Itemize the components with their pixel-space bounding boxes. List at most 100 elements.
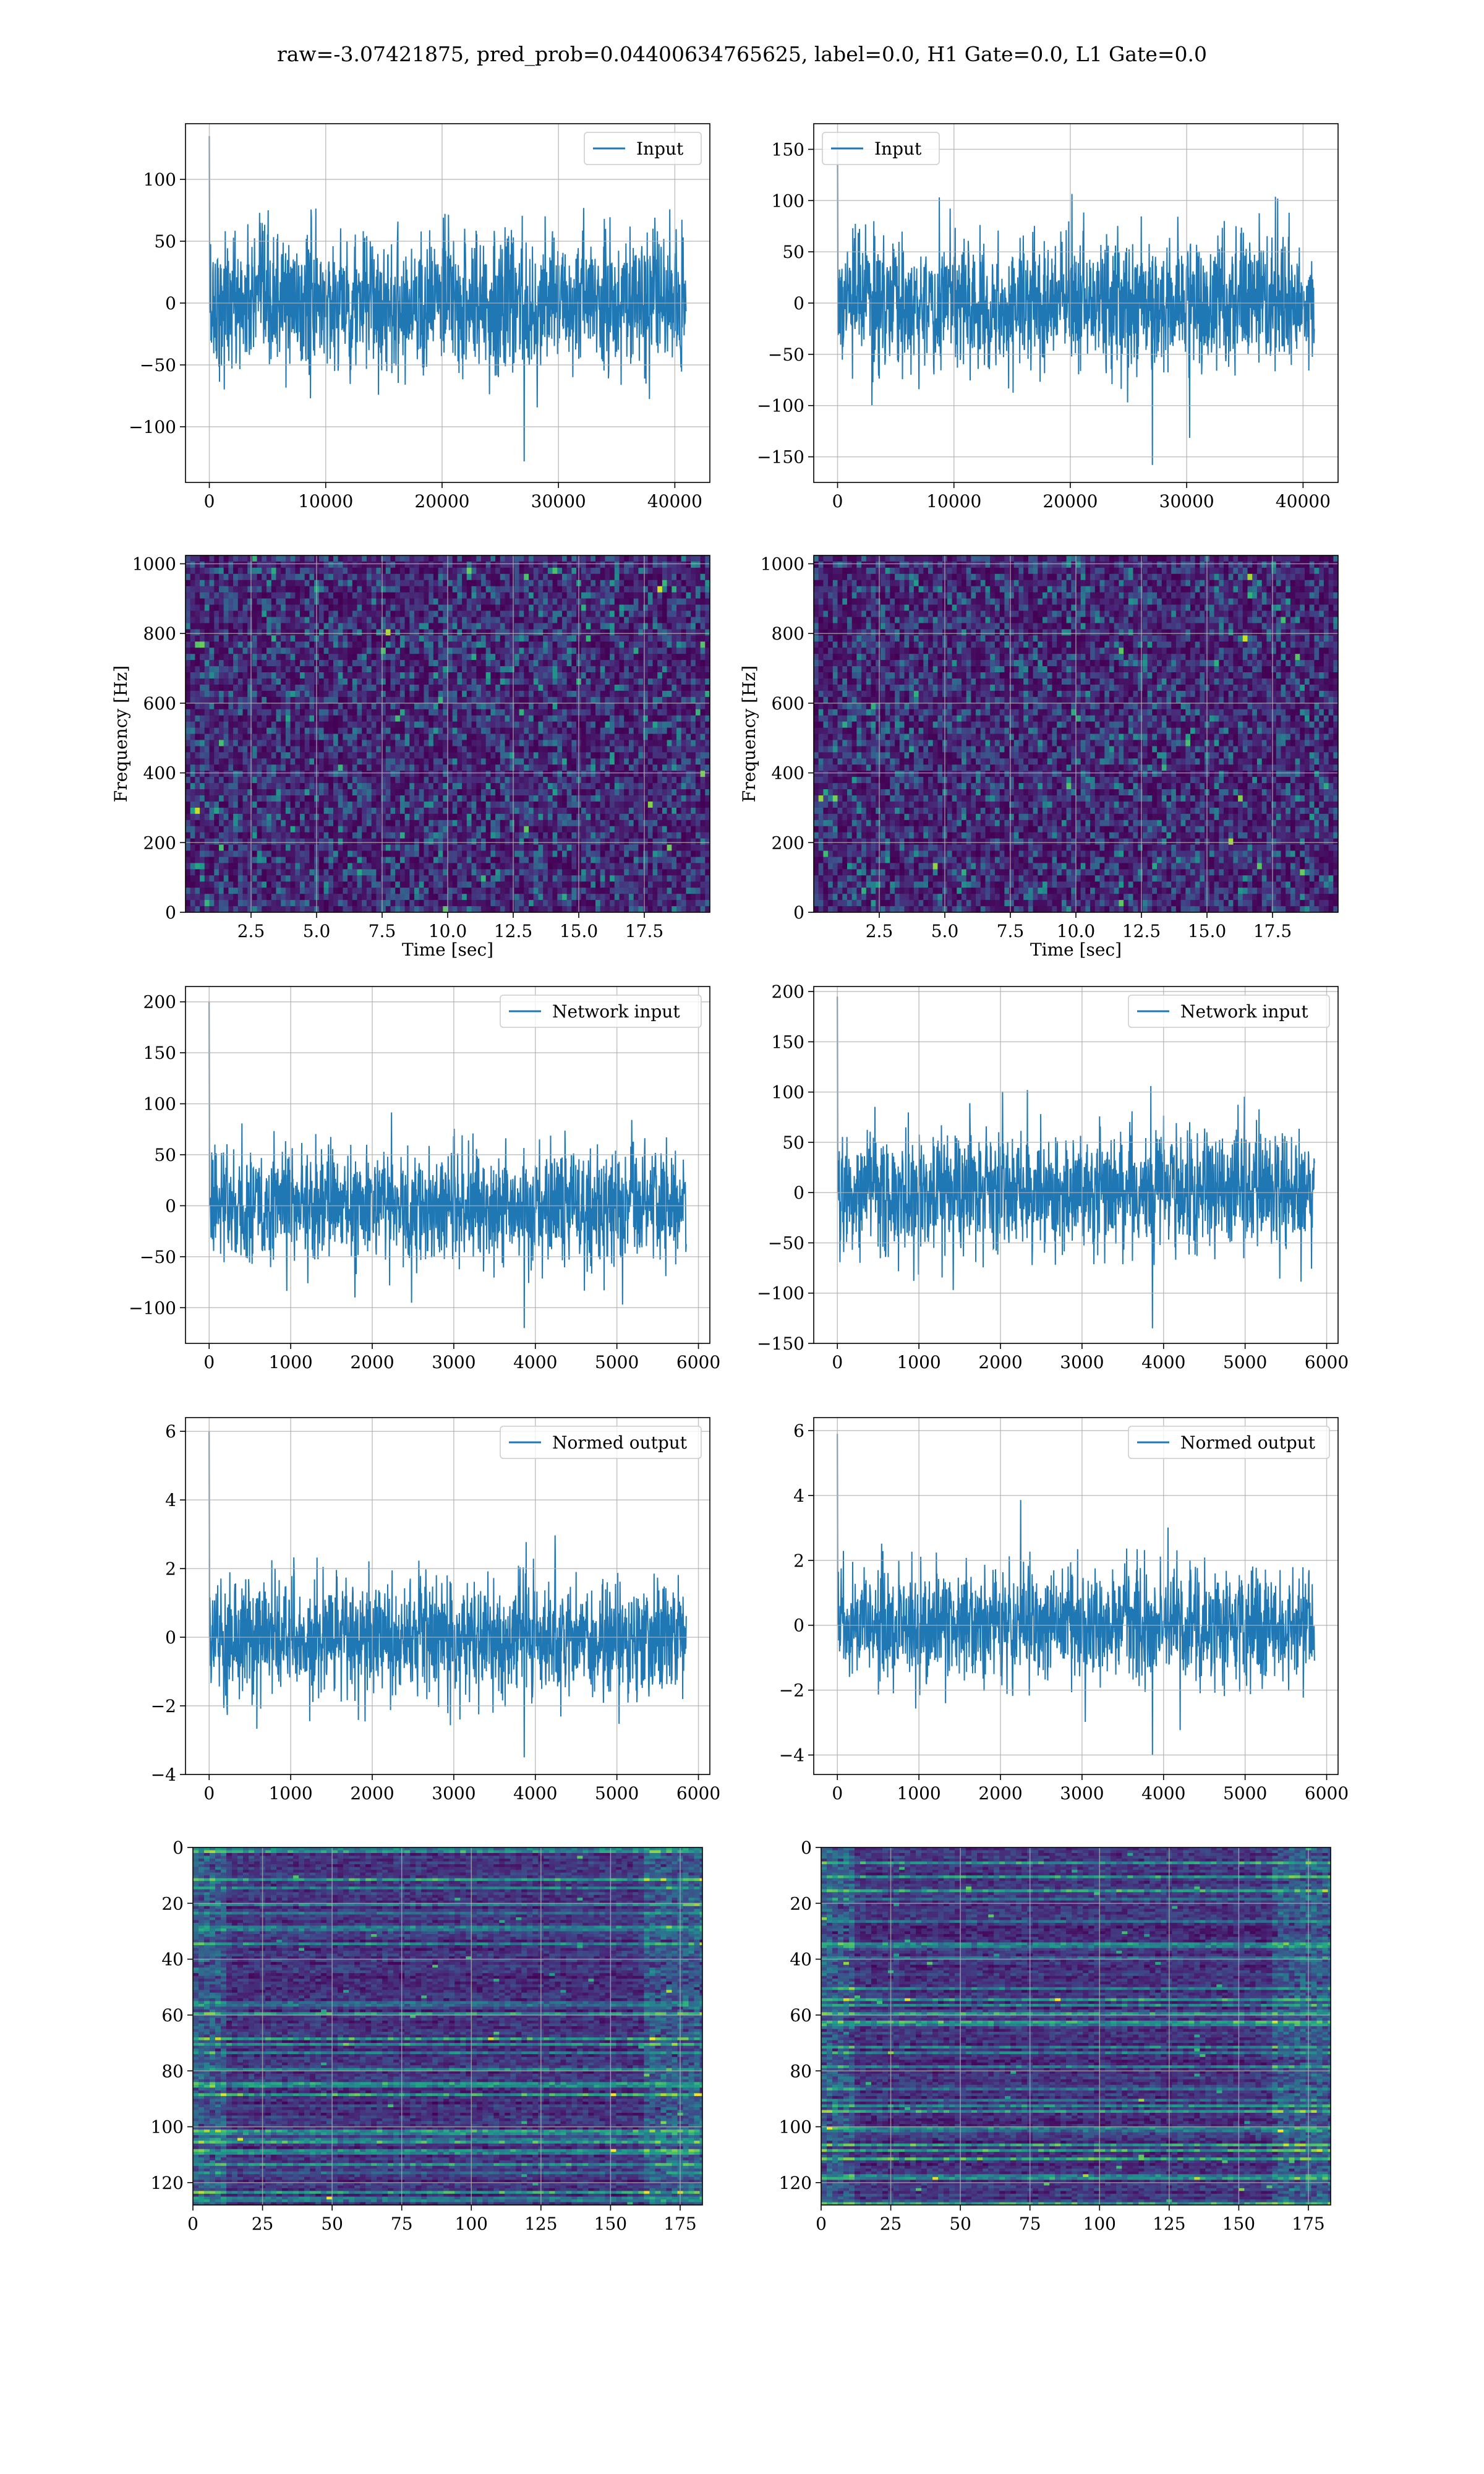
network-input-h1-ytick-label: 200 [143, 992, 176, 1012]
network-input-l1-xtick-label: 6000 [1305, 1352, 1349, 1372]
feature-map-l1-frame [821, 1847, 1331, 2206]
normed-output-l1-ytick-label: 0 [793, 1616, 804, 1636]
spectrogram-h1-grid [186, 555, 710, 912]
spectrogram-l1-cells [814, 555, 1338, 912]
input-l1-xtick-label: 0 [832, 491, 843, 511]
spectrogram-l1-xtick-label: 2.5 [866, 921, 893, 941]
spectrogram-h1-xtick-label: 7.5 [369, 921, 396, 941]
spectrogram-l1-grid [814, 555, 1338, 912]
network-input-l1-xtick-label: 2000 [978, 1352, 1022, 1372]
feature-map-l1-xtick-label: 25 [880, 2214, 902, 2234]
spectrogram-h1-ytick-label: 400 [143, 763, 176, 784]
network-input-h1-ytick-label: 150 [143, 1043, 176, 1063]
network-input-h1-ytick-label: −50 [140, 1247, 176, 1267]
input-h1-ytick-label: 0 [165, 293, 176, 314]
feature-map-h1-xtick-label: 175 [663, 2214, 696, 2234]
feature-map-l1-ytick-label: 80 [790, 2061, 812, 2081]
network-input-h1-xtick-label: 1000 [268, 1352, 312, 1372]
normed-output-h1-xtick-label: 4000 [513, 1783, 557, 1804]
normed-output-l1-series-line [837, 1434, 1315, 1755]
network-input-l1-frame [813, 986, 1339, 1344]
network-input-l1-xtick-label: 1000 [897, 1352, 940, 1372]
input-l1-legend: Input [822, 132, 940, 165]
spectrogram-h1-xtick-label: 17.5 [625, 921, 663, 941]
network-input-l1-ytick-label: 50 [782, 1132, 804, 1153]
network-input-l1-ytick-label: 100 [772, 1082, 804, 1103]
input-l1-ytick-label: −50 [768, 345, 804, 365]
feature-map-l1-ytick-label: 20 [790, 1893, 812, 1914]
input-h1-series-line [208, 135, 687, 462]
normed-output-h1-ytick-label: 0 [165, 1627, 176, 1648]
input-h1-ytick-label: −100 [129, 417, 176, 437]
spectrogram-l1-xlabel: Time [sec] [1030, 940, 1122, 960]
feature-map-l1-xtick-label: 75 [1019, 2214, 1041, 2234]
input-h1-grid [186, 124, 710, 482]
input-l1-grid [814, 124, 1338, 482]
feature-map-l1-xtick-label: 175 [1292, 2214, 1324, 2234]
network-input-l1-xtick-label: 4000 [1141, 1352, 1185, 1372]
feature-map-l1-axes: 0 25 50 75 100 125 150 175 0 20 40 60 80 100 120 [779, 1838, 1331, 2234]
input-h1-legend: Input [584, 132, 702, 165]
spectrogram-h1-ytick-label: 0 [165, 902, 176, 923]
input-h1-xtick-label: 30000 [531, 491, 586, 511]
input-l1-ytick-label: 150 [772, 139, 804, 160]
network-input-h1-xtick-label: 0 [203, 1352, 215, 1372]
normed-output-h1-frame [185, 1417, 710, 1775]
normed-output-l1-legend-label: Normed output [1180, 1432, 1316, 1453]
spectrogram-l1-xtick-label: 7.5 [997, 921, 1025, 941]
feature-map-h1-xtick-label: 150 [594, 2214, 627, 2234]
normed-output-l1-ytick-label: 4 [793, 1486, 804, 1506]
network-input-l1-ytick-label: −50 [768, 1233, 804, 1253]
normed-output-l1-xtick-label: 2000 [978, 1783, 1022, 1804]
feature-map-h1-ytick-label: 20 [161, 1893, 184, 1914]
feature-map-h1-ytick-label: 60 [161, 2005, 184, 2026]
network-input-l1-ytick-label: 0 [793, 1183, 804, 1203]
feature-map-h1-axes: 0 25 50 75 100 125 150 175 0 20 40 60 80 100 120 [151, 1838, 703, 2234]
network-input-l1-legend-label: Network input [1180, 1001, 1308, 1022]
network-input-h1-legend-label: Network input [552, 1001, 680, 1022]
spectrogram-l1-ytick-label: 0 [793, 902, 804, 923]
input-h1-xtick-label: 20000 [414, 491, 469, 511]
normed-output-h1-xtick-label: 5000 [595, 1783, 639, 1804]
normed-output-h1-xtick-label: 1000 [268, 1783, 312, 1804]
network-input-h1-series-line [208, 1001, 687, 1329]
normed-output-h1-ytick-label: −2 [151, 1696, 176, 1716]
spectrogram-l1-axes: 2.5 5.0 7.5 10.0 12.5 15.0 17.5 0 200 400 600 800 10… [739, 554, 1339, 960]
figure-title: raw=-3.07421875, pred_prob=0.04400634765… [0, 42, 1484, 66]
feature-map-h1-xtick-label: 100 [455, 2214, 488, 2234]
normed-output-l1-xtick-label: 5000 [1223, 1783, 1267, 1804]
spectrogram-l1-xtick-label: 15.0 [1188, 921, 1226, 941]
feature-map-h1-xtick-label: 125 [524, 2214, 557, 2234]
input-h1-ytick-label: 100 [143, 169, 176, 190]
input-h1-ytick-label: 50 [154, 231, 176, 252]
spectrogram-h1-xtick-label: 2.5 [237, 921, 265, 941]
spectrogram-h1-axes: 2.5 5.0 7.5 10.0 12.5 15.0 17.5 0 200 400 600 800 10… [111, 554, 710, 960]
spectrogram-h1-ytick-label: 600 [143, 693, 176, 714]
spectrogram-h1-ytick-label: 200 [143, 833, 176, 853]
input-l1-ytick-label: −100 [757, 396, 804, 416]
feature-map-l1-grid [821, 1847, 1331, 2205]
spectrogram-h1-xtick-label: 12.5 [494, 921, 532, 941]
normed-output-h1-axes: 0 1000 2000 3000 4000 5000 6000 −4 −2 0 2 4 6 Normed … [151, 1417, 720, 1804]
network-input-l1-xtick-label: 0 [832, 1352, 843, 1372]
network-input-h1-ytick-label: 0 [165, 1196, 176, 1216]
feature-map-l1-ytick-label: 60 [790, 2005, 812, 2026]
normed-output-h1-legend: Normed output [500, 1426, 702, 1459]
input-l1-legend-label: Input [874, 139, 922, 159]
normed-output-l1-ytick-label: 2 [793, 1551, 804, 1571]
input-l1-xtick-label: 10000 [926, 491, 981, 511]
spectrogram-l1-ytick-label: 800 [772, 623, 804, 644]
normed-output-h1-series-line [208, 1431, 687, 1758]
spectrogram-l1-xtick-label: 5.0 [931, 921, 959, 941]
spectrogram-h1-xtick-label: 15.0 [560, 921, 598, 941]
network-input-h1-axes: 0 1000 2000 3000 4000 5000 6000 −100 −50 0 50 100 15… [129, 986, 720, 1372]
feature-map-l1-ytick-label: 40 [790, 1950, 812, 1970]
normed-output-h1-ytick-label: 2 [165, 1559, 176, 1579]
network-input-l1-ytick-label: −100 [757, 1283, 804, 1304]
network-input-l1-ytick-label: 200 [772, 982, 804, 1002]
spectrogram-l1-ytick-label: 200 [772, 833, 804, 853]
network-input-h1-grid [186, 987, 710, 1343]
spectrogram-h1-xtick-label: 10.0 [429, 921, 467, 941]
feature-map-h1-cells [193, 1847, 702, 2205]
